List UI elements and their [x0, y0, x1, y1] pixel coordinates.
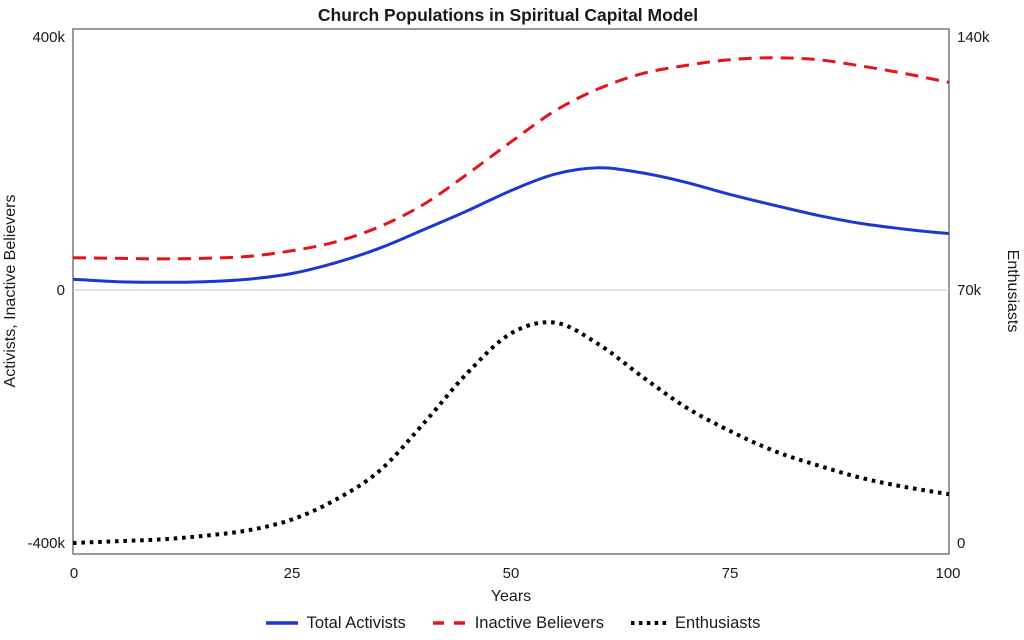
- xaxis-tick-50: 50: [503, 565, 520, 582]
- xaxis-tick-100: 100: [935, 565, 960, 582]
- series-line-inactive-believers: [72, 56, 950, 261]
- yaxis-right-tick-0: 0: [957, 535, 965, 552]
- plot-border: [72, 28, 950, 555]
- chart-title: Church Populations in Spiritual Capital …: [318, 5, 698, 25]
- legend-item-enthusiasts: Enthusiasts: [630, 615, 760, 632]
- series-line-enthusiasts: [72, 320, 950, 545]
- xaxis-title: Years: [491, 588, 531, 605]
- legend-swatch-solid-line-icon: [265, 621, 298, 625]
- legend-label-inactive-believers: Inactive Believers: [474, 613, 605, 632]
- series-layer: [72, 56, 950, 545]
- chart-legend: Total Activists Inactive Believers Enthu…: [0, 610, 1024, 636]
- yaxis-left-tick-400k: 400k: [32, 29, 65, 46]
- legend-label-enthusiasts: Enthusiasts: [675, 613, 761, 632]
- legend-swatch-dotted-line-icon: [631, 621, 669, 625]
- legend-label-total-activists: Total Activists: [306, 613, 406, 632]
- legend-swatch-dashed-line-icon: [432, 621, 468, 625]
- yaxis-left-tick-0: 0: [57, 282, 65, 299]
- xaxis-tick-25: 25: [284, 565, 301, 582]
- yaxis-right-tick-70k: 70k: [957, 282, 982, 299]
- xaxis-tick-0: 0: [70, 565, 78, 582]
- legend-item-inactive-believers: Inactive Believers: [432, 615, 604, 632]
- yaxis-left-title: Activists, Inactive Believers: [2, 195, 19, 388]
- yaxis-right-tick-140k: 140k: [957, 29, 990, 46]
- yaxis-left-tick-neg400k: -400k: [27, 535, 65, 552]
- chart-canvas: Church Populations in Spiritual Capital …: [2, 5, 1021, 605]
- series-line-total-activists: [72, 166, 950, 284]
- legend-item-total-activists: Total Activists: [264, 615, 406, 632]
- yaxis-right-title: Enthusiasts: [1004, 250, 1021, 333]
- xaxis-tick-75: 75: [722, 565, 739, 582]
